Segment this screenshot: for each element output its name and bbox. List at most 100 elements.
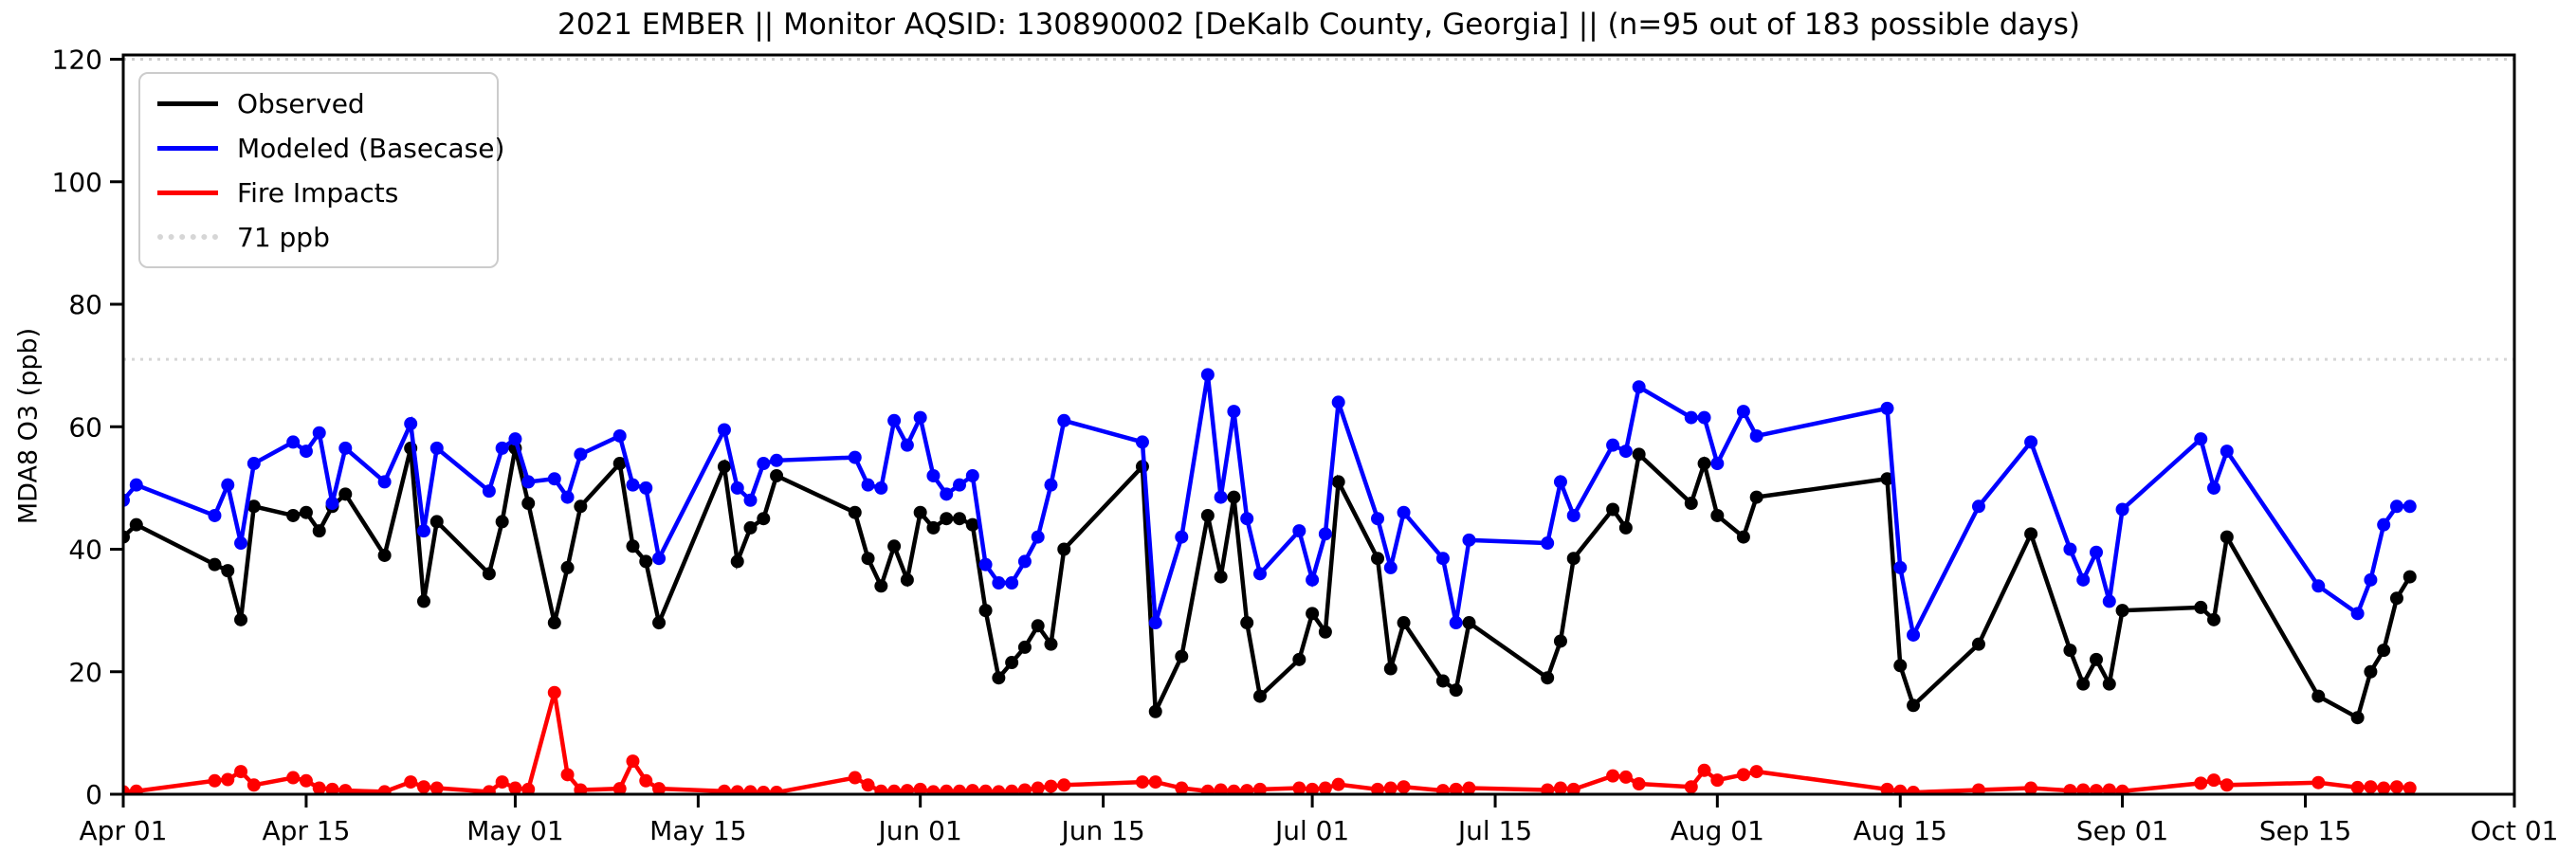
data-point: [1044, 478, 1058, 492]
data-point: [1331, 777, 1345, 791]
data-point: [1632, 380, 1646, 394]
y-tick-label: 60: [68, 411, 102, 443]
data-point: [234, 765, 248, 779]
data-point: [887, 413, 902, 427]
data-point: [1292, 524, 1306, 538]
data-point: [1566, 508, 1580, 522]
data-point: [743, 520, 758, 535]
data-point: [2063, 542, 2077, 556]
data-point: [639, 481, 653, 495]
data-point: [1227, 405, 1241, 419]
x-tick-label: Apr 15: [262, 815, 350, 846]
x-tick-label: May 15: [649, 815, 746, 846]
data-point: [2377, 517, 2391, 532]
data-point: [1318, 781, 1332, 794]
data-point: [887, 539, 902, 554]
data-point: [2207, 612, 2221, 626]
legend-line-sample: [157, 145, 218, 151]
x-tick-label: Jun 01: [877, 815, 962, 846]
data-point: [1553, 475, 1567, 489]
y-tick-label: 120: [52, 45, 102, 76]
data-point: [965, 517, 979, 532]
data-point: [416, 780, 430, 794]
data-point: [926, 785, 941, 794]
data-point: [1292, 652, 1306, 666]
data-point: [652, 552, 667, 566]
data-point: [416, 524, 430, 538]
data-point: [521, 475, 536, 489]
data-point: [129, 478, 143, 492]
data-point: [1240, 512, 1254, 526]
data-point: [574, 499, 588, 514]
data-point: [1031, 619, 1045, 633]
data-point: [2102, 677, 2116, 691]
series-observed: [123, 441, 2417, 725]
x-tick-label: Sep 15: [2259, 815, 2351, 846]
data-point: [1893, 659, 1908, 673]
data-point: [1135, 435, 1149, 449]
data-point: [2311, 579, 2326, 593]
y-tick-label: 40: [68, 535, 102, 566]
data-point: [848, 771, 862, 785]
data-point: [639, 554, 653, 569]
data-point: [338, 441, 353, 455]
data-point: [953, 512, 967, 526]
data-point: [286, 508, 301, 522]
data-point: [900, 572, 914, 587]
data-point: [1331, 475, 1345, 489]
data-point: [1697, 763, 1711, 777]
data-point: [1005, 576, 1019, 590]
data-point: [940, 784, 954, 794]
data-point: [1371, 782, 1385, 794]
data-point: [1971, 499, 1985, 514]
data-point: [874, 579, 888, 593]
data-point: [612, 428, 627, 443]
data-point: [1880, 782, 1894, 794]
data-point: [429, 781, 444, 794]
data-point: [1292, 781, 1306, 794]
data-point: [2402, 570, 2417, 584]
data-point: [978, 604, 993, 618]
data-point: [1200, 508, 1215, 522]
data-point: [1306, 782, 1320, 794]
data-point: [1736, 405, 1750, 419]
data-point: [1227, 784, 1241, 794]
data-point: [1383, 781, 1398, 794]
data-point: [1148, 704, 1162, 718]
data-point: [1031, 781, 1045, 794]
data-point: [2220, 445, 2234, 459]
data-point: [2220, 778, 2234, 792]
data-point: [743, 785, 758, 794]
data-point: [1005, 656, 1019, 670]
data-point: [377, 548, 392, 562]
data-point: [1148, 775, 1162, 789]
data-point: [2102, 783, 2116, 794]
data-point: [1371, 552, 1385, 566]
data-point: [965, 784, 979, 794]
data-point: [495, 441, 509, 455]
data-point: [2350, 607, 2365, 621]
data-point: [2350, 711, 2365, 725]
data-point: [2063, 784, 2077, 794]
data-point: [221, 772, 235, 787]
data-point: [404, 775, 418, 789]
data-point: [1736, 768, 1750, 782]
data-point: [299, 773, 313, 788]
data-point: [299, 445, 313, 459]
data-point: [953, 478, 967, 492]
chart-title: 2021 EMBER || Monitor AQSID: 130890002 […: [557, 8, 2080, 42]
legend-label: 71 ppb: [237, 221, 330, 253]
data-point: [1566, 782, 1580, 794]
data-point: [757, 786, 771, 794]
data-point: [1306, 607, 1320, 621]
data-point: [2194, 432, 2208, 446]
data-point: [560, 768, 575, 782]
data-point: [286, 435, 301, 449]
data-point: [652, 616, 667, 630]
x-tick-label: Jul 15: [1456, 815, 1532, 846]
legend: Observed Modeled (Basecase) Fire Impacts 71…: [138, 72, 504, 268]
data-point: [1031, 530, 1045, 544]
data-point: [1044, 779, 1058, 793]
data-point: [1541, 783, 1555, 794]
data-point: [1462, 781, 1476, 794]
